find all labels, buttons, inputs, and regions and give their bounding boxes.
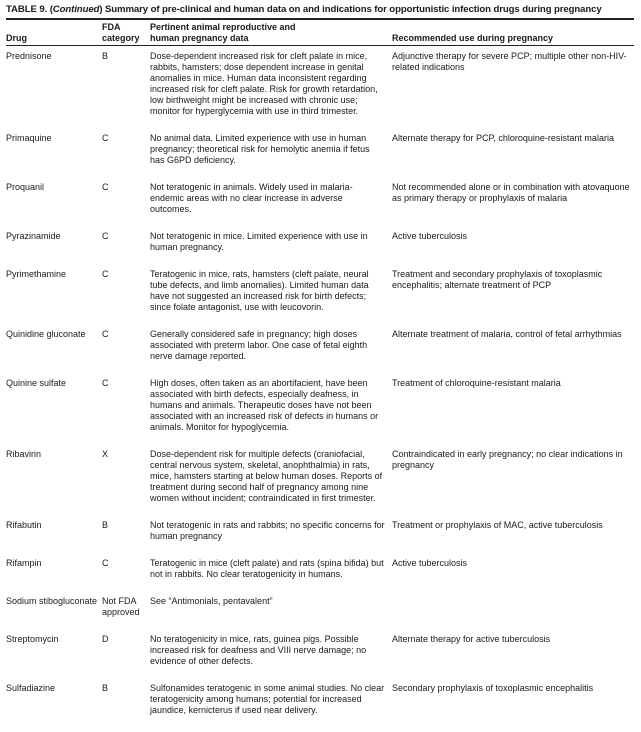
recommended-use-cell: Adjunctive therapy for severe PCP; multi… <box>392 51 627 72</box>
table-row: Quinidine gluconate C Generally considered… <box>6 329 634 378</box>
fda-category-cell: X <box>102 449 109 459</box>
table-row: Pyrimethamine C Teratogenic in mice, rats,… <box>6 269 634 329</box>
table-row: Rifabutin B Not teratogenic in rats and ra… <box>6 520 634 558</box>
pregnancy-data-cell: Dose-dependent risk for multiple defects… <box>150 449 383 503</box>
title-rule <box>6 18 634 20</box>
recommended-use-cell: Alternate therapy for active tuberculosi… <box>392 634 551 644</box>
header-fda-category: FDA category <box>102 20 150 46</box>
table-row: Streptomycin D No teratogenicity in mice, … <box>6 634 634 683</box>
table-row: Sulfadiazine B Sulfonamides teratogenic in… <box>6 683 634 732</box>
drug-cell: Ribavirin <box>6 449 42 459</box>
fda-category-cell: B <box>102 51 109 61</box>
title-text: ) Summary of pre-clinical and human data… <box>99 4 602 15</box>
title-continued: Continued <box>52 4 100 15</box>
fda-category-cell: C <box>102 378 109 388</box>
drug-cell: Quinine sulfate <box>6 378 67 388</box>
table-row: Pyrazinamide C Not teratogenic in mice. Li… <box>6 231 634 269</box>
drug-cell: Pyrimethamine <box>6 269 67 279</box>
header-row: Drug FDA category Pertinent animal reprod… <box>6 20 634 46</box>
drug-cell: Proquanil <box>6 182 45 192</box>
table-row: Rifampin C Teratogenic in mice (cleft pala… <box>6 558 634 596</box>
drug-cell: Rifampin <box>6 558 42 568</box>
table-row: Quinine sulfate C High doses, often taken … <box>6 378 634 449</box>
header-fda-line1: FDA <box>102 22 121 32</box>
pregnancy-data-cell: High doses, often taken as an abortifaci… <box>150 378 379 432</box>
fda-category-cell: C <box>102 558 109 568</box>
table-row: Prednisone B Dose-dependent increased risk… <box>6 46 634 134</box>
header-recommended-use: Recommended use during pregnancy <box>392 33 554 43</box>
table-row: Proquanil C Not teratogenic in animals. Wi… <box>6 182 634 231</box>
table-container: TABLE 9. (Continued) Summary of pre-clin… <box>6 4 634 732</box>
header-fda-line2: category <box>102 33 140 43</box>
pregnancy-data-cell: See “Antimonials, pentavalent” <box>150 596 273 606</box>
pregnancy-data-cell: Generally considered safe in pregnancy; … <box>150 329 368 361</box>
title-prefix: TABLE 9. ( <box>6 4 53 15</box>
pregnancy-data-cell: Teratogenic in mice, rats, hamsters (cle… <box>150 269 369 312</box>
recommended-use-cell: Active tuberculosis <box>392 231 468 241</box>
fda-category-cell: B <box>102 520 109 530</box>
pregnancy-data-cell: Teratogenic in mice (cleft palate) and r… <box>150 558 384 579</box>
drug-cell: Quinidine gluconate <box>6 329 86 339</box>
recommended-use-cell: Alternate therapy for PCP, chloroquine-r… <box>392 133 614 143</box>
drug-cell: Sulfadiazine <box>6 683 56 693</box>
fda-category-cell: B <box>102 683 109 693</box>
table-title: TABLE 9. (Continued) Summary of pre-clin… <box>6 4 634 15</box>
table-row: Ribavirin X Dose-dependent risk for multip… <box>6 449 634 520</box>
pregnancy-data-cell: No teratogenicity in mice, rats, guinea … <box>150 634 367 666</box>
recommended-use-cell <box>392 596 634 634</box>
pregnancy-data-cell: Not teratogenic in rats and rabbits; no … <box>150 520 385 541</box>
drug-cell: Prednisone <box>6 51 52 61</box>
recommended-use-cell: Treatment and secondary prophylaxis of t… <box>392 269 603 290</box>
fda-category-cell: C <box>102 133 109 143</box>
header-drug: Drug <box>6 33 27 43</box>
recommended-use-cell: Contraindicated in early pregnancy; no c… <box>392 449 623 470</box>
header-data-line1: Pertinent animal reproductive and <box>150 22 296 32</box>
recommended-use-cell: Treatment of chloroquine-resistant malar… <box>392 378 561 388</box>
drug-cell: Rifabutin <box>6 520 42 530</box>
recommended-use-cell: Active tuberculosis <box>392 558 468 568</box>
pregnancy-data-cell: Not teratogenic in mice. Limited experie… <box>150 231 368 252</box>
pregnancy-data-cell: No animal data. Limited experience with … <box>150 133 370 165</box>
drug-table: Drug FDA category Pertinent animal reprod… <box>6 20 634 732</box>
drug-cell: Primaquine <box>6 133 52 143</box>
recommended-use-cell: Secondary prophylaxis of toxoplasmic enc… <box>392 683 594 693</box>
pregnancy-data-cell: Dose-dependent increased risk for cleft … <box>150 51 378 116</box>
recommended-use-cell: Not recommended alone or in combination … <box>392 182 630 203</box>
header-data-line2: human pregnancy data <box>150 33 249 43</box>
drug-cell: Streptomycin <box>6 634 59 644</box>
drug-cell: Sodium stibogluconate <box>6 596 98 606</box>
pregnancy-data-cell: Sulfonamides teratogenic in some animal … <box>150 683 385 715</box>
recommended-use-cell: Alternate treatment of malaria, control … <box>392 329 622 339</box>
recommended-use-cell: Treatment or prophylaxis of MAC, active … <box>392 520 603 530</box>
table-row: Primaquine C No animal data. Limited exper… <box>6 133 634 182</box>
fda-category-cell: C <box>102 329 109 339</box>
fda-category-cell: Not FDA approved <box>102 596 140 617</box>
table-row: Sodium stibogluconate Not FDA approved See… <box>6 596 634 634</box>
fda-category-cell: C <box>102 231 109 241</box>
fda-category-cell: C <box>102 182 109 192</box>
fda-category-cell: C <box>102 269 109 279</box>
header-pregnancy-data: Pertinent animal reproductive and human p… <box>150 20 392 46</box>
pregnancy-data-cell: Not teratogenic in animals. Widely used … <box>150 182 353 214</box>
fda-category-cell: D <box>102 634 109 644</box>
drug-cell: Pyrazinamide <box>6 231 61 241</box>
